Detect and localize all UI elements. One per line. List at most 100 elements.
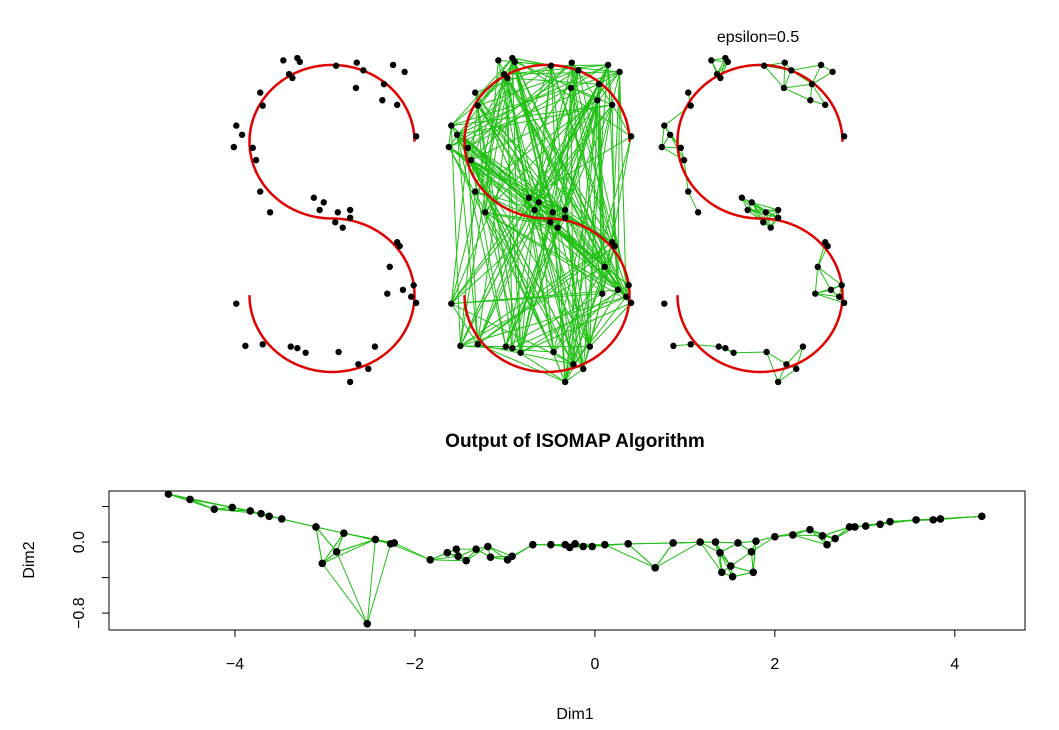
edge (854, 521, 891, 528)
edge (690, 343, 719, 348)
edge (719, 552, 734, 577)
edge (520, 227, 559, 353)
edge (564, 64, 609, 218)
point (651, 564, 659, 572)
edge (687, 191, 699, 213)
edge (534, 104, 613, 211)
point (453, 131, 461, 138)
edge (528, 83, 600, 198)
edges (448, 57, 632, 383)
point (320, 199, 327, 206)
point (717, 568, 726, 577)
edge (777, 368, 797, 383)
edge (528, 197, 574, 365)
point (474, 102, 481, 109)
point (412, 299, 420, 307)
point (340, 529, 348, 537)
edge (465, 546, 489, 562)
point (767, 224, 774, 231)
edge (451, 303, 584, 370)
edge (730, 551, 752, 567)
edge (534, 209, 584, 370)
point (658, 143, 666, 151)
edge (538, 65, 552, 203)
edge (512, 57, 632, 137)
point (694, 209, 702, 216)
point (346, 214, 354, 221)
y-axis-label: Dim2 (21, 541, 38, 578)
point (793, 365, 800, 373)
edge (450, 303, 479, 345)
point (627, 299, 635, 307)
edge (752, 541, 757, 573)
point (363, 619, 372, 628)
point (604, 61, 612, 69)
point (680, 156, 688, 164)
edge (450, 125, 461, 346)
point (747, 548, 756, 556)
point (457, 342, 464, 350)
point (332, 62, 340, 69)
point (508, 552, 516, 561)
point (454, 552, 462, 561)
point (840, 133, 848, 140)
edge (485, 211, 551, 223)
point (808, 80, 816, 88)
point (724, 58, 732, 66)
point (547, 62, 555, 69)
point (571, 540, 579, 548)
point (502, 343, 509, 350)
point (266, 209, 274, 216)
point (525, 194, 533, 201)
edge (673, 541, 701, 544)
y-tick-label: −0.8 (71, 597, 88, 629)
edge (485, 211, 558, 229)
edge (460, 266, 605, 347)
edge (336, 538, 376, 553)
point (484, 542, 492, 551)
edge (450, 147, 469, 304)
edge (654, 541, 701, 569)
point (339, 224, 346, 231)
point (210, 505, 219, 514)
point (346, 378, 354, 386)
point (774, 206, 782, 214)
edge (484, 71, 620, 213)
point (334, 209, 341, 216)
edge (487, 546, 513, 557)
edge (699, 541, 723, 573)
s-curve (463, 63, 631, 374)
edge (582, 346, 591, 370)
point (412, 133, 420, 140)
edge (470, 159, 530, 199)
point (531, 206, 538, 214)
edge (538, 202, 555, 353)
point (346, 206, 354, 214)
point (529, 540, 537, 549)
point (780, 84, 788, 92)
point (448, 300, 455, 307)
point (561, 206, 569, 214)
point (228, 503, 237, 512)
point (547, 219, 554, 226)
point (401, 68, 408, 76)
edge (557, 227, 606, 268)
point (265, 512, 273, 521)
point (749, 568, 758, 577)
edge (564, 368, 584, 383)
point (393, 101, 401, 109)
point (806, 525, 814, 534)
point (445, 143, 453, 151)
point (259, 102, 266, 109)
edge (366, 543, 392, 624)
edge (564, 209, 603, 294)
point (611, 242, 618, 250)
point (771, 532, 779, 541)
edge (792, 534, 823, 537)
point (554, 224, 561, 231)
edge (505, 209, 566, 347)
point (763, 348, 770, 356)
edge (564, 136, 632, 383)
point (549, 209, 556, 216)
point (726, 562, 735, 570)
